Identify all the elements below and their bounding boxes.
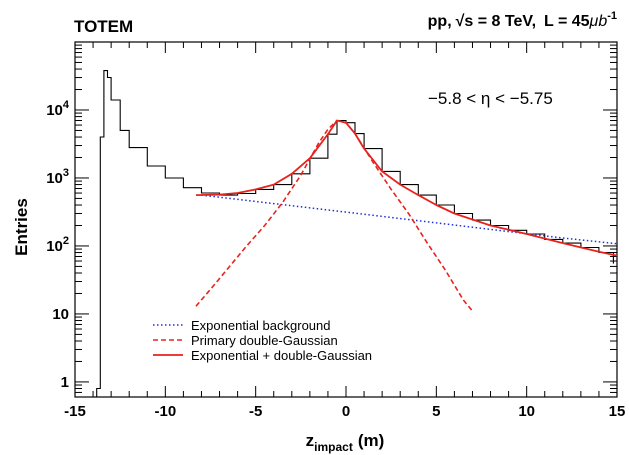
x-tick-label: -10 [154,403,176,420]
y-axis-title: Entries [12,198,31,256]
x-tick-label: 10 [518,403,535,420]
x-tick-label: -5 [249,403,262,420]
series-line-3 [195,119,618,257]
x-axis-title-main: z [306,431,315,450]
lumi-unit: μb [589,13,608,30]
run-conditions: pp, √s = 8 TeV, L = 45μb-1 [428,10,617,30]
x-tick-label: -15 [64,403,86,420]
eta-range-annotation: −5.8 < η < −5.75 [428,89,553,108]
x-tick-label: 5 [432,403,440,420]
x-axis-title-unit: (m) [358,431,384,450]
lumi-exponent: -1 [607,10,617,22]
energy-label: s = 8 TeV, [464,13,536,30]
x-axis-title-sub: impact [314,440,353,454]
sqrt-symbol: √ [456,13,465,30]
y-tick-label: 1 [61,374,69,391]
series-line-2 [195,119,474,312]
legend-label-1: Exponential background [191,318,331,333]
y-tick-label: 10 [52,306,69,323]
beam-label: pp, [428,13,452,30]
lumi-label: L = 45 [544,13,590,30]
legend-label-2: Primary double-Gaussian [191,333,338,348]
x-tick-label: 15 [609,403,626,420]
y-tick-label: 104 [46,99,70,119]
legend-label-3: Exponential + double-Gaussian [191,348,372,363]
x-axis-title: zimpact (m) [306,431,385,454]
experiment-label: TOTEM [74,17,133,36]
x-tick-label: 0 [342,403,350,420]
series-line-1 [201,194,618,245]
y-tick-label: 102 [46,235,69,255]
y-tick-label: 103 [46,167,69,187]
